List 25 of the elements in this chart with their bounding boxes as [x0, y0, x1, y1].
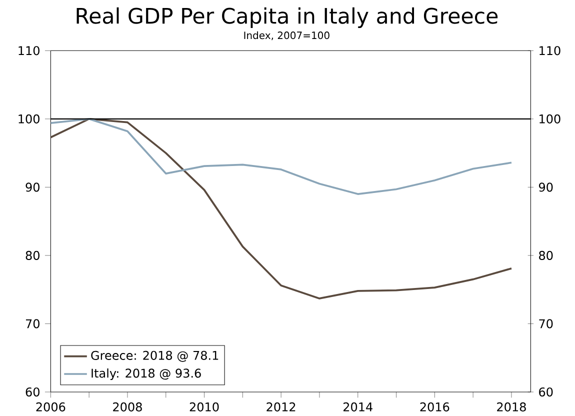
line-series: [50, 118, 512, 300]
y2-tick-label: 60: [539, 387, 553, 397]
y-tick-label: 80: [26, 250, 40, 260]
x-tick-label: 2008: [113, 402, 142, 412]
y2-tick-label: 70: [539, 319, 553, 328]
legend-label: Greece: 2018 @ 78.1: [91, 350, 218, 362]
y-tick-label: 90: [26, 182, 40, 192]
x-tick-label: 2018: [497, 402, 526, 412]
chart-subtitle: Index, 2007=100: [244, 31, 330, 40]
y-tick-label: 70: [26, 319, 40, 328]
x-tick-label: 2010: [190, 402, 219, 412]
x-tick-label: 2006: [36, 402, 66, 412]
y2-tick-label: 80: [539, 250, 553, 260]
x-tick-label: 2014: [343, 402, 372, 412]
y-tick-label: 100: [18, 114, 40, 124]
line-series: [50, 118, 512, 195]
y2-tick-label: 90: [538, 182, 553, 192]
x-tick-label: 2016: [420, 402, 450, 412]
y2-tick-label: 110: [540, 46, 560, 56]
chart-title: Real GDP Per Capita in Italy and Greece: [76, 7, 498, 28]
y-tick-label: 110: [18, 46, 40, 56]
y-tick-label: 60: [26, 387, 40, 397]
y2-tick-label: 100: [540, 114, 560, 124]
x-tick-label: 2012: [266, 402, 296, 412]
legend-label: Italy: 2018 @ 93.6: [92, 368, 201, 380]
